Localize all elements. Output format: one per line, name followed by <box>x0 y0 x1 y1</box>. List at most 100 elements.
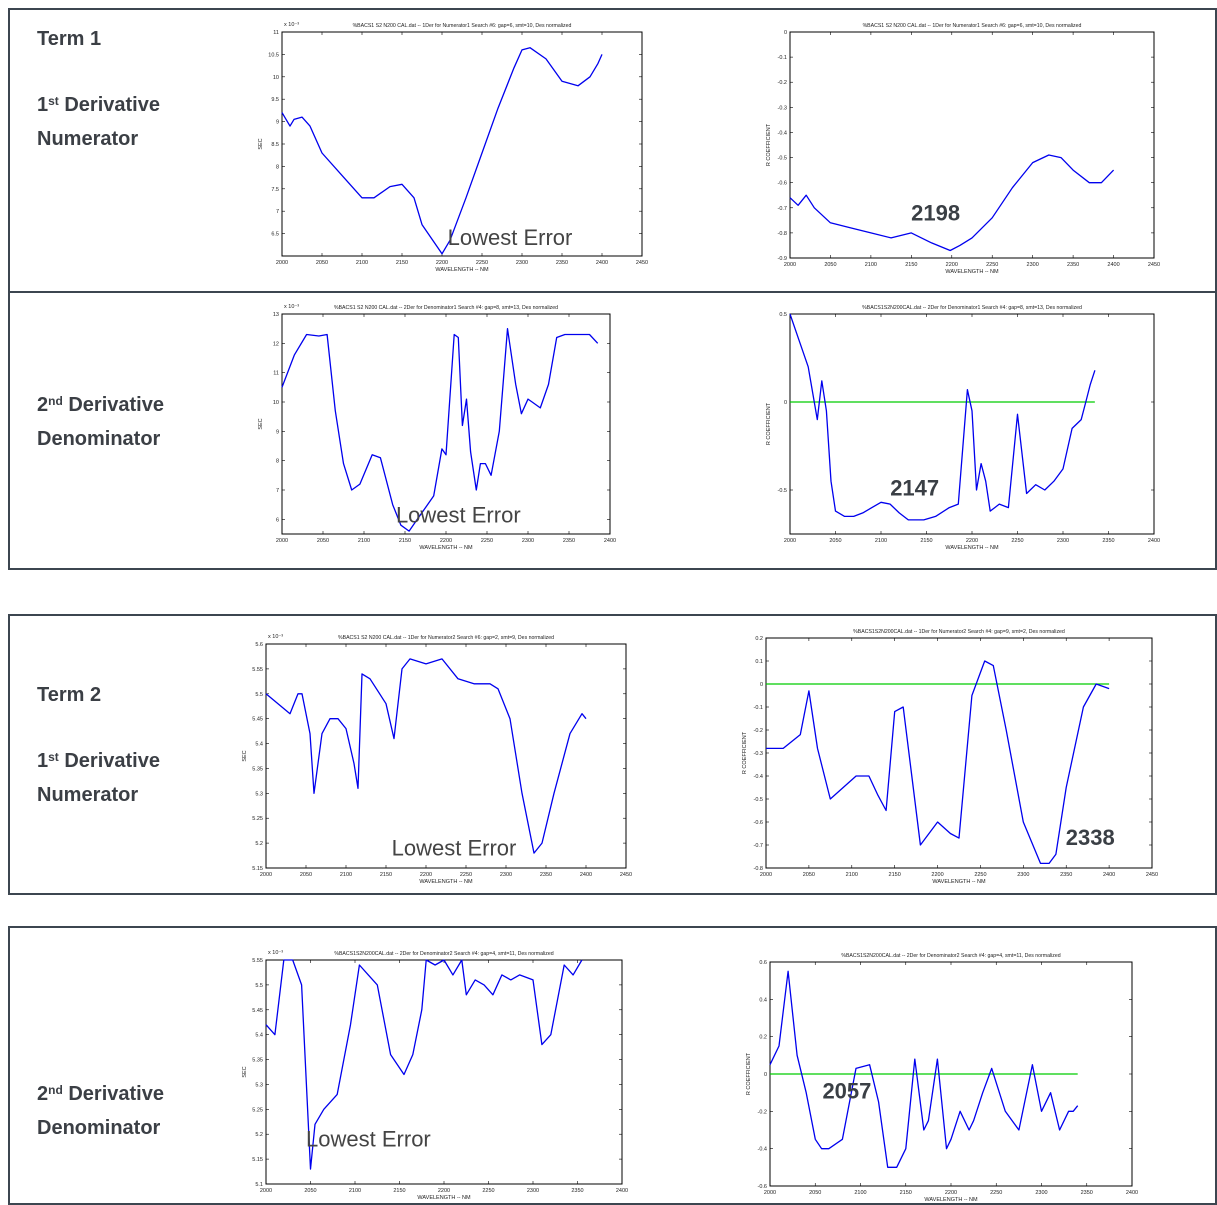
axis-exponent: x 10⁻³ <box>284 22 299 28</box>
y-tick-label: 8.5 <box>271 142 279 148</box>
plot-frame <box>281 313 611 535</box>
x-tick-label: 2300 <box>1027 262 1039 268</box>
x-tick-label: 2450 <box>620 872 632 878</box>
term2-denominator-r-chart: %BACS1S2N200CAL.dat -- 2Der for Denomina… <box>746 953 1138 1203</box>
y-tick-label: -0.1 <box>778 55 787 61</box>
plot-frame <box>789 313 1155 535</box>
x-tick-label: 2200 <box>420 872 432 878</box>
x-tick-label: 2400 <box>604 538 616 544</box>
chart-title: %BACS1 S2 N200 CAL.dat -- 1Der for Numer… <box>863 23 1082 29</box>
derivative-label: 1st Derivative <box>37 750 160 772</box>
y-tick-label: 5.3 <box>255 791 263 797</box>
x-tick-label: 2350 <box>571 1188 583 1194</box>
x-tick-label: 2250 <box>986 262 998 268</box>
data-series-line <box>265 959 583 1170</box>
y-tick-label: -0.1 <box>754 705 763 711</box>
y-tick-label: 0.6 <box>759 960 767 966</box>
x-tick-label: 2250 <box>1011 538 1023 544</box>
x-tick-label: 2200 <box>438 1188 450 1194</box>
term2-denominator-sec-chart: %BACS1S2N200CAL.dat -- 2Der for Denomina… <box>242 950 628 1201</box>
y-tick-label: 5.25 <box>252 1107 263 1113</box>
data-series-line <box>265 658 587 854</box>
y-tick-label: -0.2 <box>754 728 763 734</box>
y-tick-label: 5.45 <box>252 1008 263 1014</box>
chart-title: %BACS1 S2 N200 CAL.dat -- 2Der for Denom… <box>334 305 558 311</box>
x-tick-label: 2000 <box>764 1190 776 1196</box>
x-tick-label: 2150 <box>900 1190 912 1196</box>
x-tick-label: 2000 <box>260 1188 272 1194</box>
x-tick-label: 2350 <box>556 260 568 266</box>
x-tick-label: 2150 <box>396 260 408 266</box>
x-tick-label: 2000 <box>276 260 288 266</box>
section-label: 2nd Derivative Denominator <box>37 1077 164 1145</box>
y-tick-label: 5.35 <box>252 766 263 772</box>
data-series-line <box>281 47 603 255</box>
x-axis-label: WAVELENGTH -- NM <box>945 545 999 551</box>
x-tick-label: 2250 <box>460 872 472 878</box>
y-tick-label: 5.5 <box>255 983 263 989</box>
y-axis-label: SEC <box>242 1066 248 1077</box>
x-axis-label: WAVELENGTH -- NM <box>924 1197 978 1203</box>
term1-numerator-sec-chart: %BACS1 S2 N200 CAL.dat -- 1Der for Numer… <box>258 22 648 273</box>
y-tick-label: 5.55 <box>252 958 263 964</box>
y-tick-label: -0.4 <box>758 1147 767 1153</box>
x-tick-label: 2100 <box>349 1188 361 1194</box>
y-tick-label: 6.5 <box>271 232 279 238</box>
y-tick-label: -0.4 <box>754 774 763 780</box>
term1-denominator-r-chart: %BACS1S2N200CAL.dat -- 2Der for Denomina… <box>766 305 1160 551</box>
y-tick-label: 5.2 <box>255 841 263 847</box>
y-tick-label: 5.15 <box>252 866 263 872</box>
y-tick-label: 5.6 <box>255 642 263 648</box>
plot-frame <box>265 643 627 869</box>
x-tick-label: 2000 <box>276 538 288 544</box>
y-tick-label: 11 <box>273 371 279 377</box>
x-tick-label: 2400 <box>1126 1190 1138 1196</box>
y-tick-label: 9 <box>276 429 279 435</box>
chart-annotation: Lowest Error <box>392 836 517 861</box>
y-tick-label: 5.45 <box>252 717 263 723</box>
x-tick-label: 2400 <box>616 1188 628 1194</box>
chart-title: %BACS1S2N200CAL.dat -- 2Der for Denomina… <box>862 305 1082 311</box>
x-tick-label: 2100 <box>356 260 368 266</box>
term2-denominator-panel <box>8 926 1217 1205</box>
section-label: Term 1 1st Derivative Numerator <box>37 22 160 156</box>
function-label: Numerator <box>37 784 139 806</box>
x-tick-label: 2450 <box>1146 872 1158 878</box>
x-tick-label: 2050 <box>316 260 328 266</box>
y-tick-label: 5.3 <box>255 1082 263 1088</box>
chart-annotation: 2057 <box>822 1078 871 1103</box>
y-tick-label: 10 <box>273 400 279 406</box>
plot-frame <box>281 31 643 257</box>
x-tick-label: 2350 <box>1081 1190 1093 1196</box>
x-tick-label: 2300 <box>1035 1190 1047 1196</box>
x-tick-label: 2050 <box>809 1190 821 1196</box>
axis-exponent: x 10⁻³ <box>268 950 283 956</box>
section-label: 2nd Derivative Denominator <box>37 388 164 456</box>
chart-title: %BACS1S2N200CAL.dat -- 2Der for Denomina… <box>334 951 553 957</box>
x-tick-label: 2150 <box>920 538 932 544</box>
y-tick-label: -0.4 <box>778 130 787 136</box>
y-tick-label: 5.55 <box>252 667 263 673</box>
y-tick-label: -0.5 <box>778 156 787 162</box>
x-tick-label: 2150 <box>399 538 411 544</box>
x-tick-label: 2050 <box>803 872 815 878</box>
x-tick-label: 2200 <box>966 538 978 544</box>
x-tick-label: 2400 <box>1148 538 1160 544</box>
y-tick-label: 7.5 <box>271 187 279 193</box>
x-tick-label: 2300 <box>1057 538 1069 544</box>
x-tick-label: 2300 <box>527 1188 539 1194</box>
y-tick-label: 9.5 <box>271 97 279 103</box>
data-series-line <box>789 313 1096 521</box>
x-tick-label: 2250 <box>476 260 488 266</box>
x-tick-label: 2150 <box>380 872 392 878</box>
x-tick-label: 2050 <box>304 1188 316 1194</box>
y-axis-label: R COEFFICIENT <box>766 402 772 445</box>
y-tick-label: 11 <box>273 30 279 36</box>
chart-annotation: Lowest Error <box>448 225 573 250</box>
y-tick-label: 7 <box>276 209 279 215</box>
y-tick-label: 0.5 <box>779 312 787 318</box>
chart-title: %BACS1S2N200CAL.dat -- 2Der for Denomina… <box>841 953 1060 959</box>
x-tick-label: 2250 <box>482 1188 494 1194</box>
term-title: Term 2 <box>37 684 102 706</box>
x-tick-label: 2400 <box>596 260 608 266</box>
